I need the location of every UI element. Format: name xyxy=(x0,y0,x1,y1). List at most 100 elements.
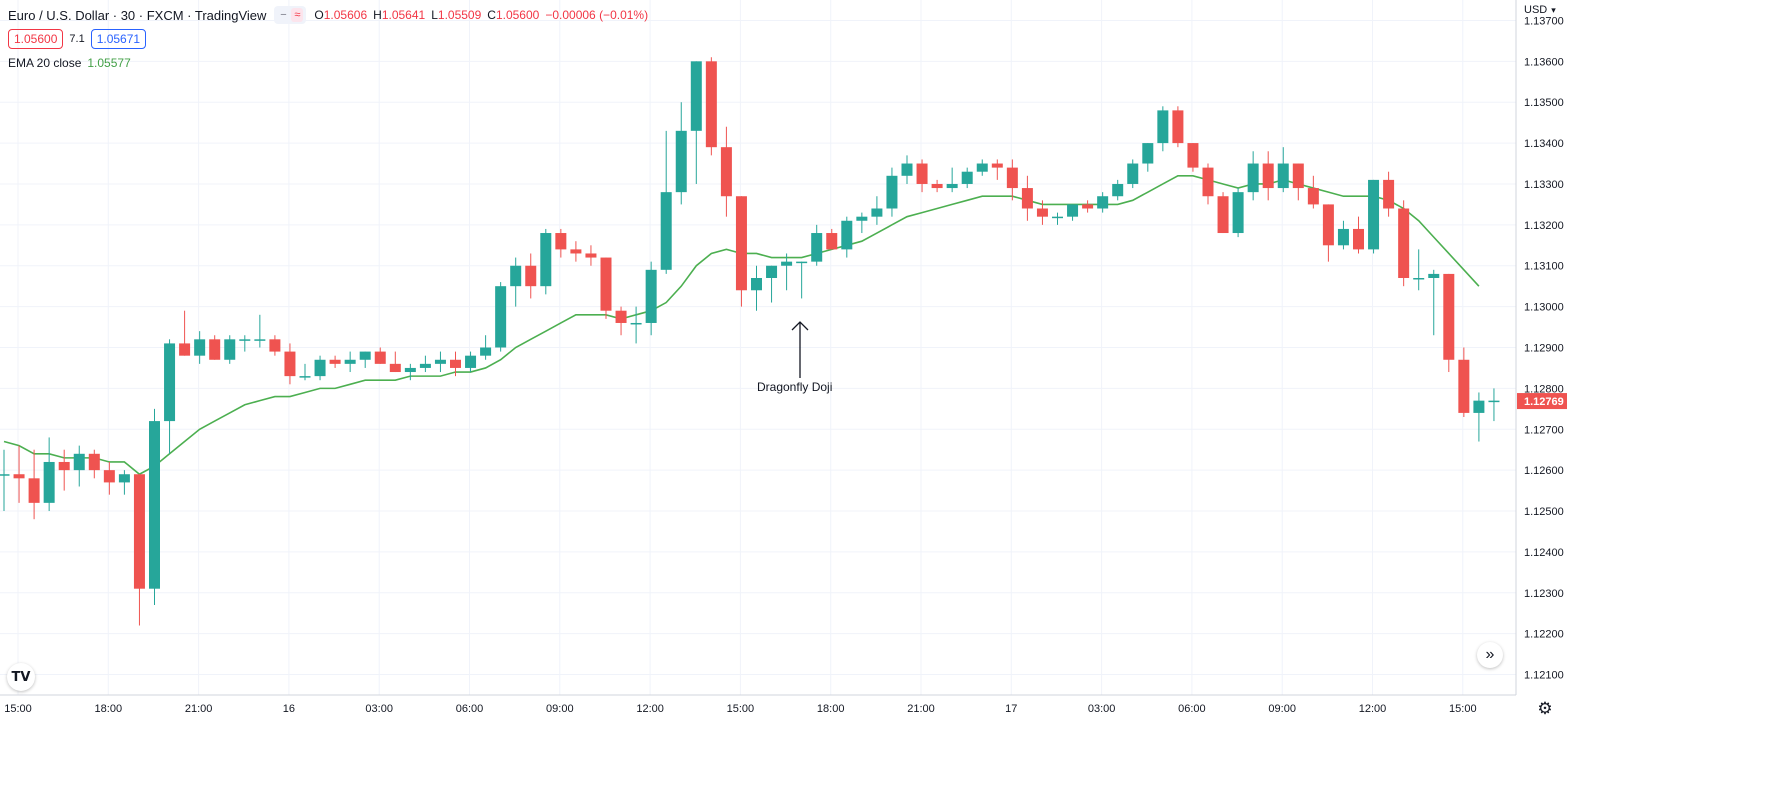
candle xyxy=(630,306,642,344)
candle xyxy=(570,241,582,262)
price-tick-label: 1.12100 xyxy=(1524,670,1564,682)
candle-body xyxy=(916,163,928,184)
candle-body xyxy=(645,269,657,323)
candle xyxy=(510,257,522,307)
candle xyxy=(1247,151,1259,201)
time-axis[interactable]: 15:00 18:00 21:00 16 03:00 06:00 09:00 12:00 15:… xyxy=(4,703,1476,715)
low-value: 1.05509 xyxy=(437,8,482,22)
candle xyxy=(179,310,191,356)
candle xyxy=(1413,249,1425,291)
last-price-label: 1.12769 xyxy=(1517,393,1567,410)
candle xyxy=(284,343,296,385)
candle xyxy=(495,282,507,352)
price-tick-label: 1.12700 xyxy=(1524,424,1564,436)
candle-body xyxy=(0,474,10,476)
symbol-title[interactable]: Euro / U.S. Dollar · 30 · FXCM · Trading… xyxy=(8,7,267,23)
chevron-double-right-icon[interactable]: » xyxy=(1477,642,1503,668)
candle-body xyxy=(811,233,823,262)
time-tick-label: 03:00 xyxy=(365,703,393,715)
candle-body xyxy=(510,265,522,287)
candle-body xyxy=(269,339,281,352)
candle-body xyxy=(1097,196,1109,209)
trade-buttons: 1.05600 7.1 1.05671 xyxy=(8,29,147,49)
candle-body xyxy=(58,461,70,471)
time-tick-label: 15:00 xyxy=(1449,703,1477,715)
candle xyxy=(1383,171,1395,217)
candle xyxy=(826,228,838,250)
candle-body xyxy=(796,261,808,264)
candle-body xyxy=(404,367,416,373)
candle xyxy=(1488,388,1500,422)
candle-body xyxy=(1262,163,1274,189)
spread-value: 7.1 xyxy=(69,33,85,45)
arrow-head xyxy=(791,321,809,331)
candle xyxy=(705,57,717,156)
candle-body xyxy=(419,363,431,368)
candle xyxy=(1006,159,1018,201)
candle xyxy=(419,355,431,373)
candle xyxy=(1337,220,1349,250)
price-tick-label: 1.12500 xyxy=(1524,506,1564,518)
candle xyxy=(766,265,778,303)
time-tick-label: 12:00 xyxy=(1359,703,1387,715)
candle xyxy=(525,253,537,299)
candle xyxy=(1277,147,1289,193)
wave-icon[interactable]: ≈ xyxy=(291,8,304,22)
candle-body xyxy=(525,265,537,287)
price-tick-label: 1.13000 xyxy=(1524,302,1564,314)
candle-body xyxy=(886,175,898,209)
candle xyxy=(13,445,25,503)
candle-body xyxy=(1112,183,1124,197)
candle xyxy=(224,335,236,364)
candle xyxy=(1097,192,1109,213)
candle-body xyxy=(1473,400,1485,413)
price-tick-label: 1.13700 xyxy=(1524,15,1564,27)
price-tick-label: 1.13100 xyxy=(1524,261,1564,273)
minus-icon[interactable]: − xyxy=(280,9,287,21)
candle xyxy=(886,167,898,217)
candle xyxy=(690,61,702,184)
time-tick-label: 15:00 xyxy=(4,703,32,715)
buy-button[interactable]: 1.05671 xyxy=(90,29,147,49)
price-tick-label: 1.12800 xyxy=(1524,383,1564,395)
candle xyxy=(133,474,145,626)
open-value: 1.05606 xyxy=(323,8,368,22)
legend-toggle-pill[interactable]: − ≈ xyxy=(274,6,307,24)
candle xyxy=(0,449,10,512)
gear-icon[interactable]: ⚙ xyxy=(1537,699,1553,718)
candle xyxy=(209,335,221,360)
candle-body xyxy=(615,310,627,323)
candle xyxy=(88,449,100,479)
candle xyxy=(344,351,356,373)
candle-body xyxy=(314,359,326,377)
candle-body xyxy=(660,192,672,270)
candle-body xyxy=(1142,143,1154,164)
candle-body xyxy=(284,351,296,377)
sell-button[interactable]: 1.05600 xyxy=(8,29,64,49)
candle-body xyxy=(871,208,883,217)
candle xyxy=(811,224,823,266)
candle xyxy=(465,351,477,373)
candle xyxy=(43,437,55,512)
candle-body xyxy=(570,249,582,254)
price-axis[interactable]: 1.12100 1.12200 1.12300 1.12400 1.12500 1.126… xyxy=(1524,15,1564,681)
candle xyxy=(555,228,567,258)
candle xyxy=(164,339,176,454)
candle-body xyxy=(43,461,55,503)
candle xyxy=(1368,179,1380,254)
candle-body xyxy=(1443,273,1455,360)
candle xyxy=(254,314,266,348)
candle xyxy=(1067,204,1079,221)
candle-body xyxy=(1383,179,1395,209)
candle-body xyxy=(149,421,160,589)
candle xyxy=(58,449,70,491)
candle xyxy=(1307,175,1319,209)
candle xyxy=(751,265,762,311)
candle-body xyxy=(28,478,40,503)
candle xyxy=(1187,143,1199,172)
close-label: C xyxy=(487,8,496,22)
candle xyxy=(871,196,883,225)
candle-body xyxy=(766,265,778,278)
candle xyxy=(1232,188,1244,238)
